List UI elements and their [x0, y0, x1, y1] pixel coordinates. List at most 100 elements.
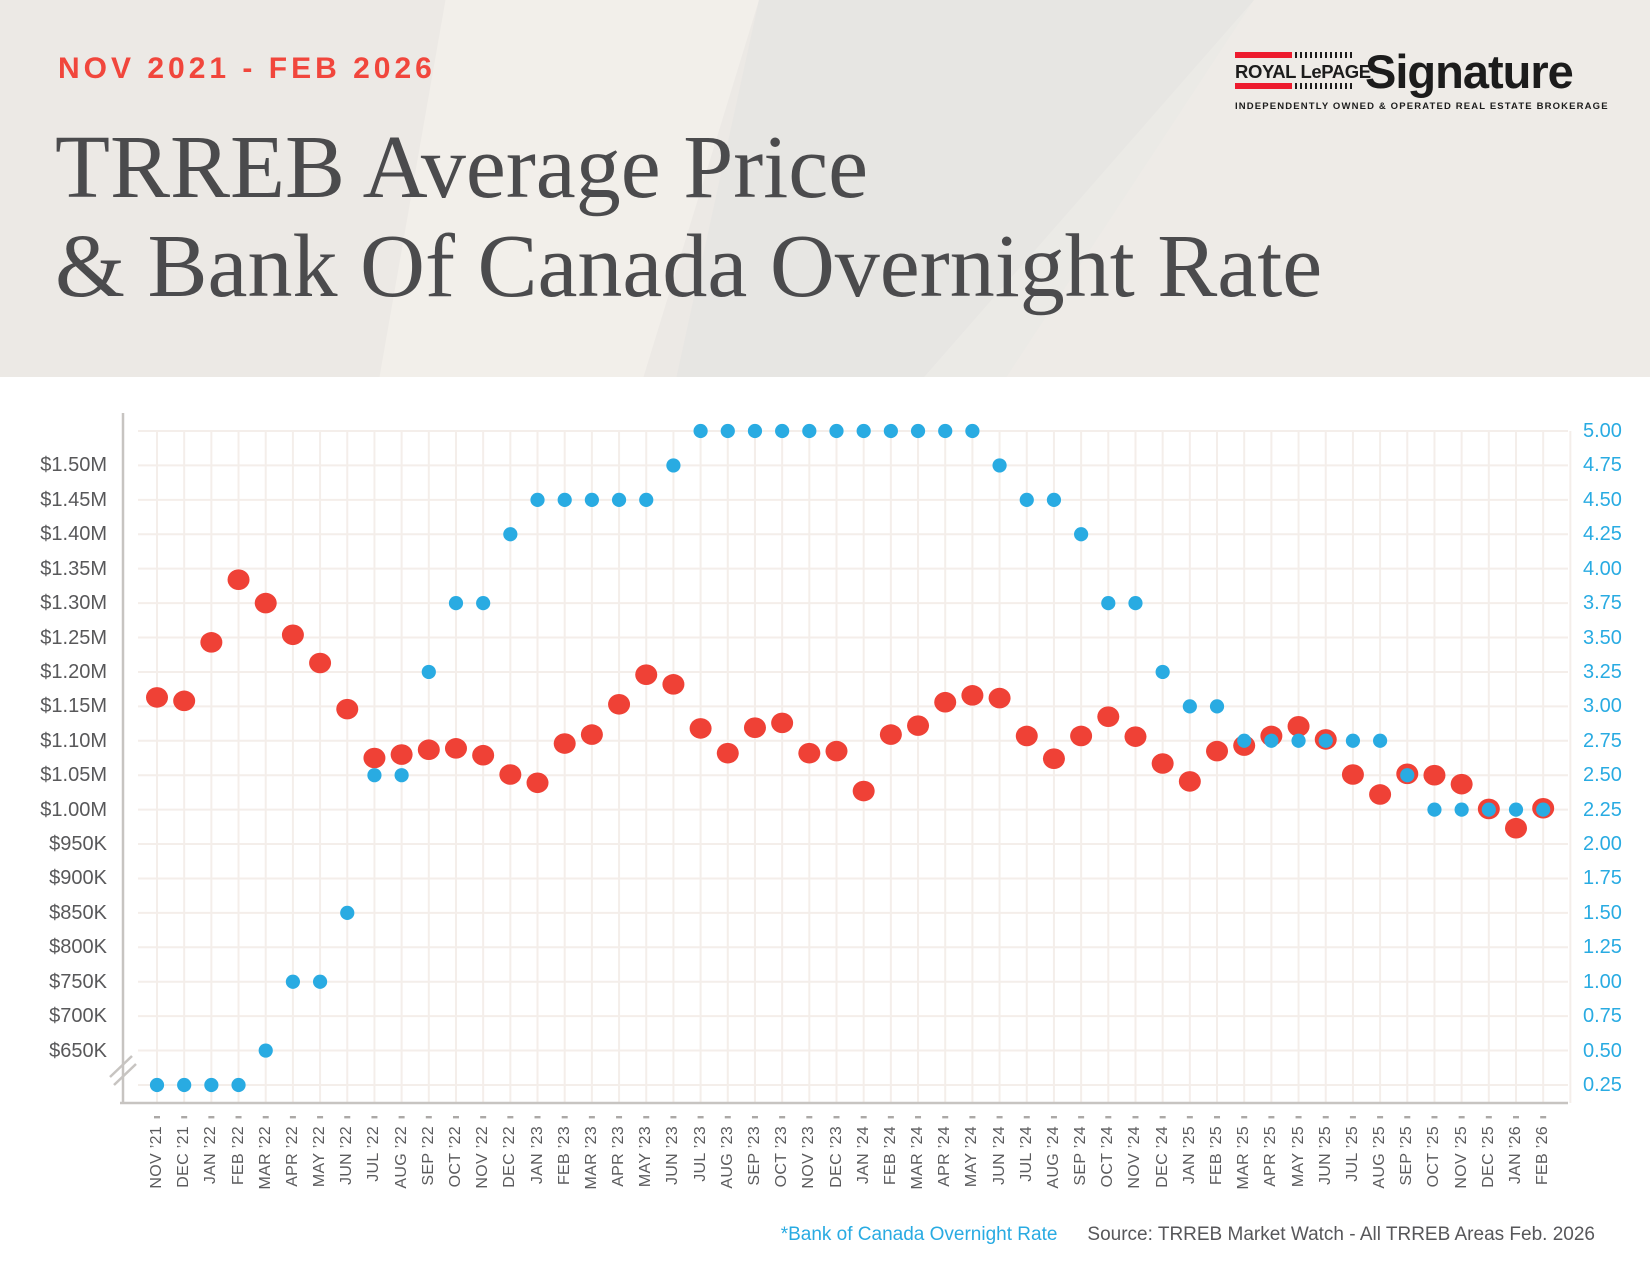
- price-axis-label: $1.45M: [40, 488, 107, 511]
- price-axis-label: $1.25M: [40, 626, 107, 649]
- x-axis-label: DEC ’25: [1479, 1126, 1497, 1188]
- x-axis-label: MAR ’23: [582, 1126, 600, 1190]
- x-axis-label: AUG ’25: [1371, 1126, 1389, 1189]
- x-axis-label: FEB ’26: [1534, 1126, 1552, 1186]
- rate-dot: [992, 458, 1007, 473]
- royal-lepage-signature-logo: ROYAL LePAGE® Signature INDEPENDENTLY OW…: [1235, 48, 1608, 112]
- rate-dot: [938, 423, 953, 439]
- price-axis-label: $850K: [49, 901, 107, 924]
- rate-dot: [1019, 492, 1034, 507]
- rate-dot: [1318, 733, 1333, 748]
- price-dot: [254, 592, 277, 614]
- rate-dot: [1182, 699, 1197, 714]
- price-dot: [526, 772, 549, 794]
- rate-dot: [421, 664, 436, 680]
- x-axis-tick: [1268, 1116, 1275, 1119]
- x-axis-label: JUL ’23: [691, 1126, 709, 1182]
- rate-axis-label: 2.25: [1583, 798, 1622, 821]
- price-dot: [635, 664, 658, 685]
- rate-dot: [312, 974, 328, 989]
- price-dot: [907, 715, 930, 736]
- x-axis-label: APR ’22: [283, 1126, 301, 1187]
- x-axis-label: NOV ’24: [1126, 1126, 1144, 1189]
- rate-dot: [1373, 733, 1388, 748]
- x-axis-label: OCT ’23: [773, 1126, 791, 1188]
- x-axis-tick: [425, 1116, 432, 1119]
- rate-axis-label: 4.25: [1583, 523, 1622, 546]
- rate-axis-label: 0.25: [1583, 1073, 1622, 1096]
- price-axis-label: $1.15M: [40, 695, 107, 718]
- x-axis-tick: [507, 1116, 514, 1119]
- x-axis-label: NOV ’25: [1452, 1126, 1470, 1189]
- rate-axis-label: 2.50: [1583, 764, 1622, 787]
- x-axis-label: JAN ’22: [202, 1126, 220, 1185]
- x-axis-tick: [969, 1116, 976, 1119]
- x-axis-tick: [289, 1116, 296, 1119]
- x-axis-tick: [561, 1116, 568, 1119]
- price-dot: [1124, 726, 1147, 747]
- x-axis-tick: [833, 1116, 840, 1119]
- rate-axis-label: 3.75: [1583, 592, 1622, 615]
- rate-axis-label: 2.00: [1583, 833, 1622, 856]
- x-axis-label: JUL ’22: [365, 1126, 383, 1182]
- rate-dot: [1074, 527, 1089, 542]
- price-dot: [1070, 725, 1093, 747]
- brand-name: ROYAL LePAGE®: [1235, 61, 1377, 83]
- rate-dot: [1101, 596, 1116, 611]
- price-axis-label: $800K: [49, 936, 107, 959]
- price-dot: [499, 764, 522, 785]
- x-axis-label: JAN ’23: [528, 1126, 546, 1185]
- price-dot: [363, 747, 386, 769]
- price-dot: [1423, 764, 1446, 786]
- x-axis-tick: [1295, 1116, 1302, 1119]
- x-axis-tick: [1458, 1116, 1465, 1119]
- price-dot: [281, 624, 304, 646]
- x-axis-tick: [1023, 1116, 1030, 1119]
- x-axis-tick: [1186, 1116, 1193, 1119]
- x-axis-label: MAY ’23: [637, 1126, 655, 1188]
- price-dot: [472, 744, 495, 766]
- rate-dot: [666, 458, 681, 473]
- x-axis-tick: [806, 1116, 813, 1119]
- x-axis-label: MAY ’24: [963, 1126, 981, 1188]
- rate-dot: [1237, 733, 1252, 748]
- rate-dot: [693, 423, 708, 439]
- rate-dot: [747, 423, 763, 439]
- price-dot: [608, 693, 631, 715]
- price-dot: [1369, 784, 1392, 805]
- x-axis-tick: [371, 1116, 378, 1119]
- rate-dot: [285, 974, 300, 989]
- rate-dot: [367, 768, 382, 783]
- logo-red-bar: [1235, 83, 1292, 90]
- rate-dot: [557, 492, 572, 507]
- x-axis-tick: [670, 1116, 677, 1119]
- x-axis-tick: [887, 1116, 894, 1119]
- x-axis-label: OCT ’22: [446, 1126, 464, 1188]
- chart-footnotes: *Bank of Canada Overnight Rate Source: T…: [781, 1224, 1595, 1246]
- price-dot: [1341, 764, 1364, 785]
- x-axis-label: JUN ’25: [1316, 1126, 1334, 1186]
- x-axis-tick: [860, 1116, 867, 1119]
- price-axis-label: $1.50M: [40, 454, 107, 477]
- x-axis-label: MAY ’22: [311, 1126, 329, 1188]
- x-axis-label: SEP ’22: [419, 1126, 437, 1186]
- rate-dot: [910, 423, 926, 439]
- rate-dot: [1155, 664, 1170, 680]
- x-axis-tick: [480, 1116, 487, 1119]
- x-axis-tick: [616, 1116, 623, 1119]
- x-axis-tick: [181, 1116, 188, 1119]
- rate-dot: [856, 423, 871, 439]
- x-axis-tick: [1377, 1116, 1384, 1119]
- rate-dot: [1046, 492, 1062, 507]
- x-axis-label: AUG ’22: [392, 1126, 410, 1189]
- price-dot: [417, 739, 440, 761]
- rate-dot: [1128, 596, 1143, 611]
- x-axis-tick: [235, 1116, 242, 1119]
- x-axis-tick: [915, 1116, 922, 1119]
- price-axis-label: $1.10M: [40, 729, 107, 752]
- rate-axis-label: 3.25: [1583, 660, 1622, 683]
- rate-dot: [1454, 802, 1469, 817]
- x-axis-tick: [1485, 1116, 1492, 1119]
